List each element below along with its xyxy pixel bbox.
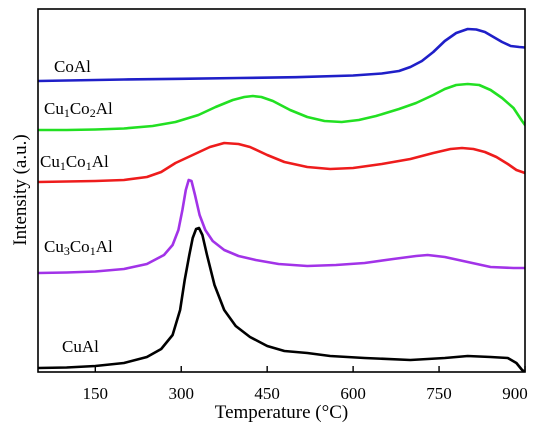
axes-frame (37, 8, 526, 373)
x-axis-ticks: 150 300 450 600 750 900 (83, 366, 528, 403)
series-line-cu1co2al (38, 82, 525, 132)
series-label-cu1co1al: Cu1Co1Al (40, 152, 109, 173)
x-tick-label: 600 (340, 384, 366, 403)
series-line-cu3co1al (38, 178, 525, 275)
series-line-cu1co1al (38, 141, 525, 184)
y-axis-title: Intensity (a.u.) (10, 134, 31, 245)
plot-area (38, 27, 525, 372)
x-axis-title: Temperature (°C) (215, 402, 348, 423)
series-labels: CoAl Cu1Co2Al Cu1Co1Al Cu3Co1Al CuAl (40, 57, 113, 356)
series-label-cu3co1al: Cu3Co1Al (44, 237, 113, 258)
series-label-coal: CoAl (54, 57, 91, 76)
series-label-cu1co2al: Cu1Co2Al (44, 99, 113, 120)
x-tick-label: 150 (83, 384, 109, 403)
series-line-coal (38, 27, 525, 83)
x-tick-label: 750 (426, 384, 452, 403)
x-tick-label: 300 (168, 384, 194, 403)
x-tick-label: 450 (254, 384, 280, 403)
x-tick-label: 900 (502, 384, 528, 403)
series-line-cual (38, 226, 525, 372)
series-label-cual: CuAl (62, 337, 99, 356)
